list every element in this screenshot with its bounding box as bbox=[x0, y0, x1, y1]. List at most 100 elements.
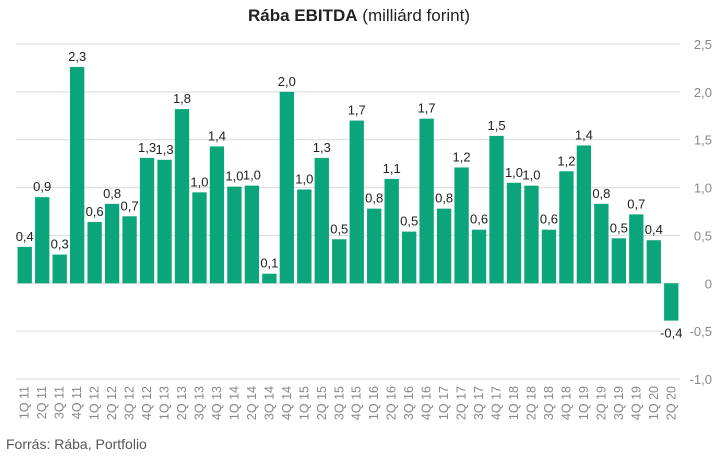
x-tick-label: 3Q 18 bbox=[542, 386, 556, 420]
bar bbox=[401, 231, 417, 284]
bar bbox=[576, 145, 592, 284]
value-label: 1,3 bbox=[155, 142, 173, 157]
y-tick-label: 2,5 bbox=[694, 37, 712, 52]
value-label: 0,8 bbox=[592, 186, 610, 201]
value-label: 1,4 bbox=[208, 128, 226, 143]
value-label: 1,5 bbox=[487, 118, 505, 133]
x-tick-label: 1Q 16 bbox=[367, 386, 381, 420]
value-label: 1,0 bbox=[190, 174, 208, 189]
bar bbox=[227, 186, 242, 284]
value-label: 1,8 bbox=[173, 91, 191, 106]
y-tick-label: 1,5 bbox=[694, 133, 712, 148]
value-label: 1,0 bbox=[243, 168, 261, 183]
x-tick-label: 2Q 12 bbox=[105, 386, 119, 420]
x-tick-label: 3Q 13 bbox=[192, 386, 206, 420]
x-axis-ticks: 1Q 11 2Q 11 3Q 11 4Q 11 1Q 12 2Q 12 3Q 12 4Q 12… bbox=[18, 386, 679, 420]
bar bbox=[524, 185, 539, 284]
bar bbox=[332, 239, 347, 284]
chart-title: Rába EBITDA (milliárd forint) bbox=[0, 6, 718, 26]
bar bbox=[262, 273, 277, 284]
y-tick-label: -0,5 bbox=[690, 324, 712, 339]
x-tick-label: 3Q 16 bbox=[402, 386, 416, 420]
bar bbox=[35, 197, 50, 284]
value-label: -0,4 bbox=[660, 326, 682, 341]
value-label: 0,7 bbox=[627, 196, 645, 211]
value-label: 0,6 bbox=[540, 212, 558, 227]
bar bbox=[174, 109, 190, 284]
bar bbox=[559, 171, 574, 284]
bar bbox=[157, 159, 172, 284]
bar bbox=[69, 66, 85, 284]
value-label: 0,6 bbox=[470, 212, 488, 227]
x-tick-label: 2Q 13 bbox=[175, 386, 189, 420]
x-tick-label: 1Q 19 bbox=[577, 386, 591, 420]
value-label: 1,0 bbox=[295, 171, 313, 186]
value-label: 0,4 bbox=[16, 229, 34, 244]
bar bbox=[541, 229, 557, 284]
bar bbox=[594, 203, 609, 284]
value-label: 1,7 bbox=[348, 103, 366, 118]
x-tick-label: 4Q 15 bbox=[350, 386, 364, 420]
x-tick-label: 3Q 19 bbox=[612, 386, 626, 420]
chart-title-unit: (milliárd forint) bbox=[357, 6, 470, 25]
value-label: 0,7 bbox=[121, 198, 139, 213]
bar bbox=[436, 208, 452, 284]
value-label: 2,0 bbox=[278, 74, 296, 89]
source-note: Forrás: Rába, Portfolio bbox=[6, 436, 147, 452]
bar bbox=[611, 238, 627, 284]
y-axis-ticks: 2,5 2,0 1,5 1,0 0,5 0 -0,5 -1,0 bbox=[690, 37, 712, 387]
x-tick-label: 1Q 17 bbox=[437, 386, 451, 420]
value-label: 2,3 bbox=[68, 49, 86, 64]
x-tick-label: 4Q 12 bbox=[140, 386, 154, 420]
x-tick-label: 1Q 18 bbox=[507, 386, 521, 420]
y-tick-label: 0,5 bbox=[694, 228, 712, 243]
bar bbox=[139, 157, 155, 284]
value-label: 0,5 bbox=[330, 221, 348, 236]
x-tick-label: 4Q 17 bbox=[490, 386, 504, 420]
x-tick-label: 3Q 17 bbox=[472, 386, 486, 420]
value-label: 1,0 bbox=[522, 168, 540, 183]
bar bbox=[454, 167, 469, 284]
value-label: 1,0 bbox=[225, 169, 243, 184]
x-tick-label: 4Q 18 bbox=[559, 386, 573, 420]
value-label: 0,5 bbox=[400, 214, 418, 229]
bar bbox=[314, 157, 329, 284]
x-tick-label: 2Q 20 bbox=[664, 386, 678, 420]
bar bbox=[384, 178, 399, 284]
x-tick-label: 3Q 14 bbox=[262, 386, 276, 420]
y-tick-label: 0 bbox=[705, 276, 712, 291]
x-tick-label: 3Q 15 bbox=[332, 386, 346, 420]
x-tick-label: 4Q 14 bbox=[280, 386, 294, 420]
x-tick-label: 2Q 16 bbox=[385, 386, 399, 420]
x-tick-label: 1Q 12 bbox=[88, 386, 102, 420]
bar bbox=[244, 185, 260, 284]
x-tick-label: 1Q 20 bbox=[647, 386, 661, 420]
value-label: 0,6 bbox=[86, 204, 104, 219]
x-tick-label: 1Q 11 bbox=[18, 386, 32, 419]
value-label: 0,9 bbox=[33, 179, 51, 194]
x-tick-label: 2Q 15 bbox=[315, 386, 329, 420]
bar bbox=[104, 203, 120, 284]
y-tick-label: 1,0 bbox=[694, 181, 712, 196]
bar bbox=[349, 120, 364, 284]
bar bbox=[367, 208, 382, 284]
bars bbox=[17, 66, 679, 321]
bar bbox=[297, 189, 312, 284]
value-label: 1,2 bbox=[453, 149, 471, 164]
bar bbox=[122, 216, 137, 284]
value-label: 0,8 bbox=[365, 191, 383, 206]
x-tick-label: 4Q 16 bbox=[420, 386, 434, 420]
x-tick-label: 4Q 19 bbox=[629, 386, 643, 420]
bar bbox=[52, 254, 67, 284]
value-label: 0,4 bbox=[645, 222, 663, 237]
x-tick-label: 2Q 19 bbox=[594, 386, 608, 420]
bar bbox=[489, 135, 504, 284]
x-tick-label: 1Q 15 bbox=[297, 386, 311, 420]
value-label: 0,8 bbox=[103, 186, 121, 201]
x-tick-label: 4Q 11 bbox=[70, 386, 84, 419]
bar bbox=[17, 246, 32, 284]
value-label: 1,7 bbox=[418, 101, 436, 116]
bar bbox=[646, 240, 661, 284]
bar bbox=[419, 118, 434, 284]
